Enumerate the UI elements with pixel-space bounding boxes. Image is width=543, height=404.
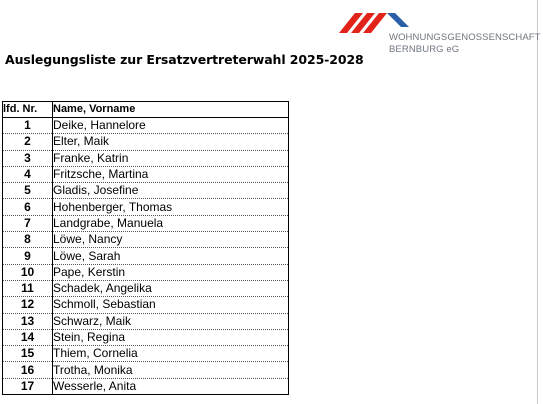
row-number: 8 — [2, 231, 53, 249]
row-name: Deike, Hannelore — [52, 117, 289, 135]
table-header-row: lfd. Nr. Name, Vorname — [2, 101, 289, 118]
table-row: 5 Gladis, Josefine — [2, 182, 289, 200]
row-number: 3 — [2, 150, 53, 167]
table-row: 15 Thiem, Cornelia — [2, 345, 289, 363]
table-row: 13 Schwarz, Maik — [2, 313, 289, 330]
voter-list-table: lfd. Nr. Name, Vorname 1 Deike, Hannelore… — [2, 101, 289, 396]
row-name: Fritzsche, Martina — [52, 166, 289, 184]
row-name: Hohenberger, Thomas — [52, 198, 289, 216]
row-number: 2 — [2, 133, 53, 151]
row-number: 13 — [2, 313, 53, 330]
document-title: Auslegungsliste zur Ersatzvertreterwahl … — [5, 52, 364, 67]
table-row: 2 Elter, Maik — [2, 133, 289, 151]
row-name: Löwe, Nancy — [52, 231, 289, 249]
row-number: 9 — [2, 247, 53, 265]
page-edge-line — [537, 0, 538, 404]
table-row: 12 Schmoll, Sebastian — [2, 296, 289, 314]
row-name: Gladis, Josefine — [52, 182, 289, 200]
row-number: 1 — [2, 117, 53, 135]
row-name: Löwe, Sarah — [52, 247, 289, 265]
table-row: 16 Trotha, Monika — [2, 361, 289, 379]
row-name: Landgrabe, Manuela — [52, 215, 289, 233]
header-name: Name, Vorname — [52, 101, 289, 118]
logo-line-1: WOHNUNGSGENOSSENSCHAFT — [389, 32, 541, 43]
table-row: 7 Landgrabe, Manuela — [2, 215, 289, 233]
row-number: 6 — [2, 198, 53, 216]
row-name: Stein, Regina — [52, 329, 289, 347]
table-row: 4 Fritzsche, Martina — [2, 166, 289, 184]
row-name: Franke, Katrin — [52, 150, 289, 167]
logo-wordmark: WOHNUNGSGENOSSENSCHAFT BERNBURG eG — [389, 32, 541, 56]
row-number: 5 — [2, 182, 53, 200]
row-name: Pape, Kerstin — [52, 264, 289, 281]
header-nr: lfd. Nr. — [2, 101, 53, 118]
row-name: Thiem, Cornelia — [52, 345, 289, 363]
row-number: 11 — [2, 280, 53, 298]
row-name: Elter, Maik — [52, 133, 289, 151]
row-name: Trotha, Monika — [52, 361, 289, 379]
table-row: 8 Löwe, Nancy — [2, 231, 289, 249]
table-row: 9 Löwe, Sarah — [2, 247, 289, 265]
roof-stripes-icon — [339, 13, 409, 33]
table-row: 3 Franke, Katrin — [2, 150, 289, 167]
row-number: 7 — [2, 215, 53, 233]
row-number: 4 — [2, 166, 53, 184]
row-name: Schmoll, Sebastian — [52, 296, 289, 314]
row-number: 15 — [2, 345, 53, 363]
table-row: 6 Hohenberger, Thomas — [2, 198, 289, 216]
row-name: Schadek, Angelika — [52, 280, 289, 298]
row-name: Schwarz, Maik — [52, 313, 289, 330]
row-number: 17 — [2, 378, 53, 396]
row-number: 10 — [2, 264, 53, 281]
row-number: 14 — [2, 329, 53, 347]
table-row: 11 Schadek, Angelika — [2, 280, 289, 298]
logo-line-2: BERNBURG eG — [389, 44, 460, 55]
row-name: Wesserle, Anita — [52, 378, 289, 396]
row-number: 12 — [2, 296, 53, 314]
company-logo: WOHNUNGSGENOSSENSCHAFT BERNBURG eG — [337, 11, 540, 61]
table-row: 10 Pape, Kerstin — [2, 264, 289, 281]
table-row: 14 Stein, Regina — [2, 329, 289, 347]
table-row: 1 Deike, Hannelore — [2, 117, 289, 135]
row-number: 16 — [2, 361, 53, 379]
table-row: 17 Wesserle, Anita — [2, 378, 289, 396]
